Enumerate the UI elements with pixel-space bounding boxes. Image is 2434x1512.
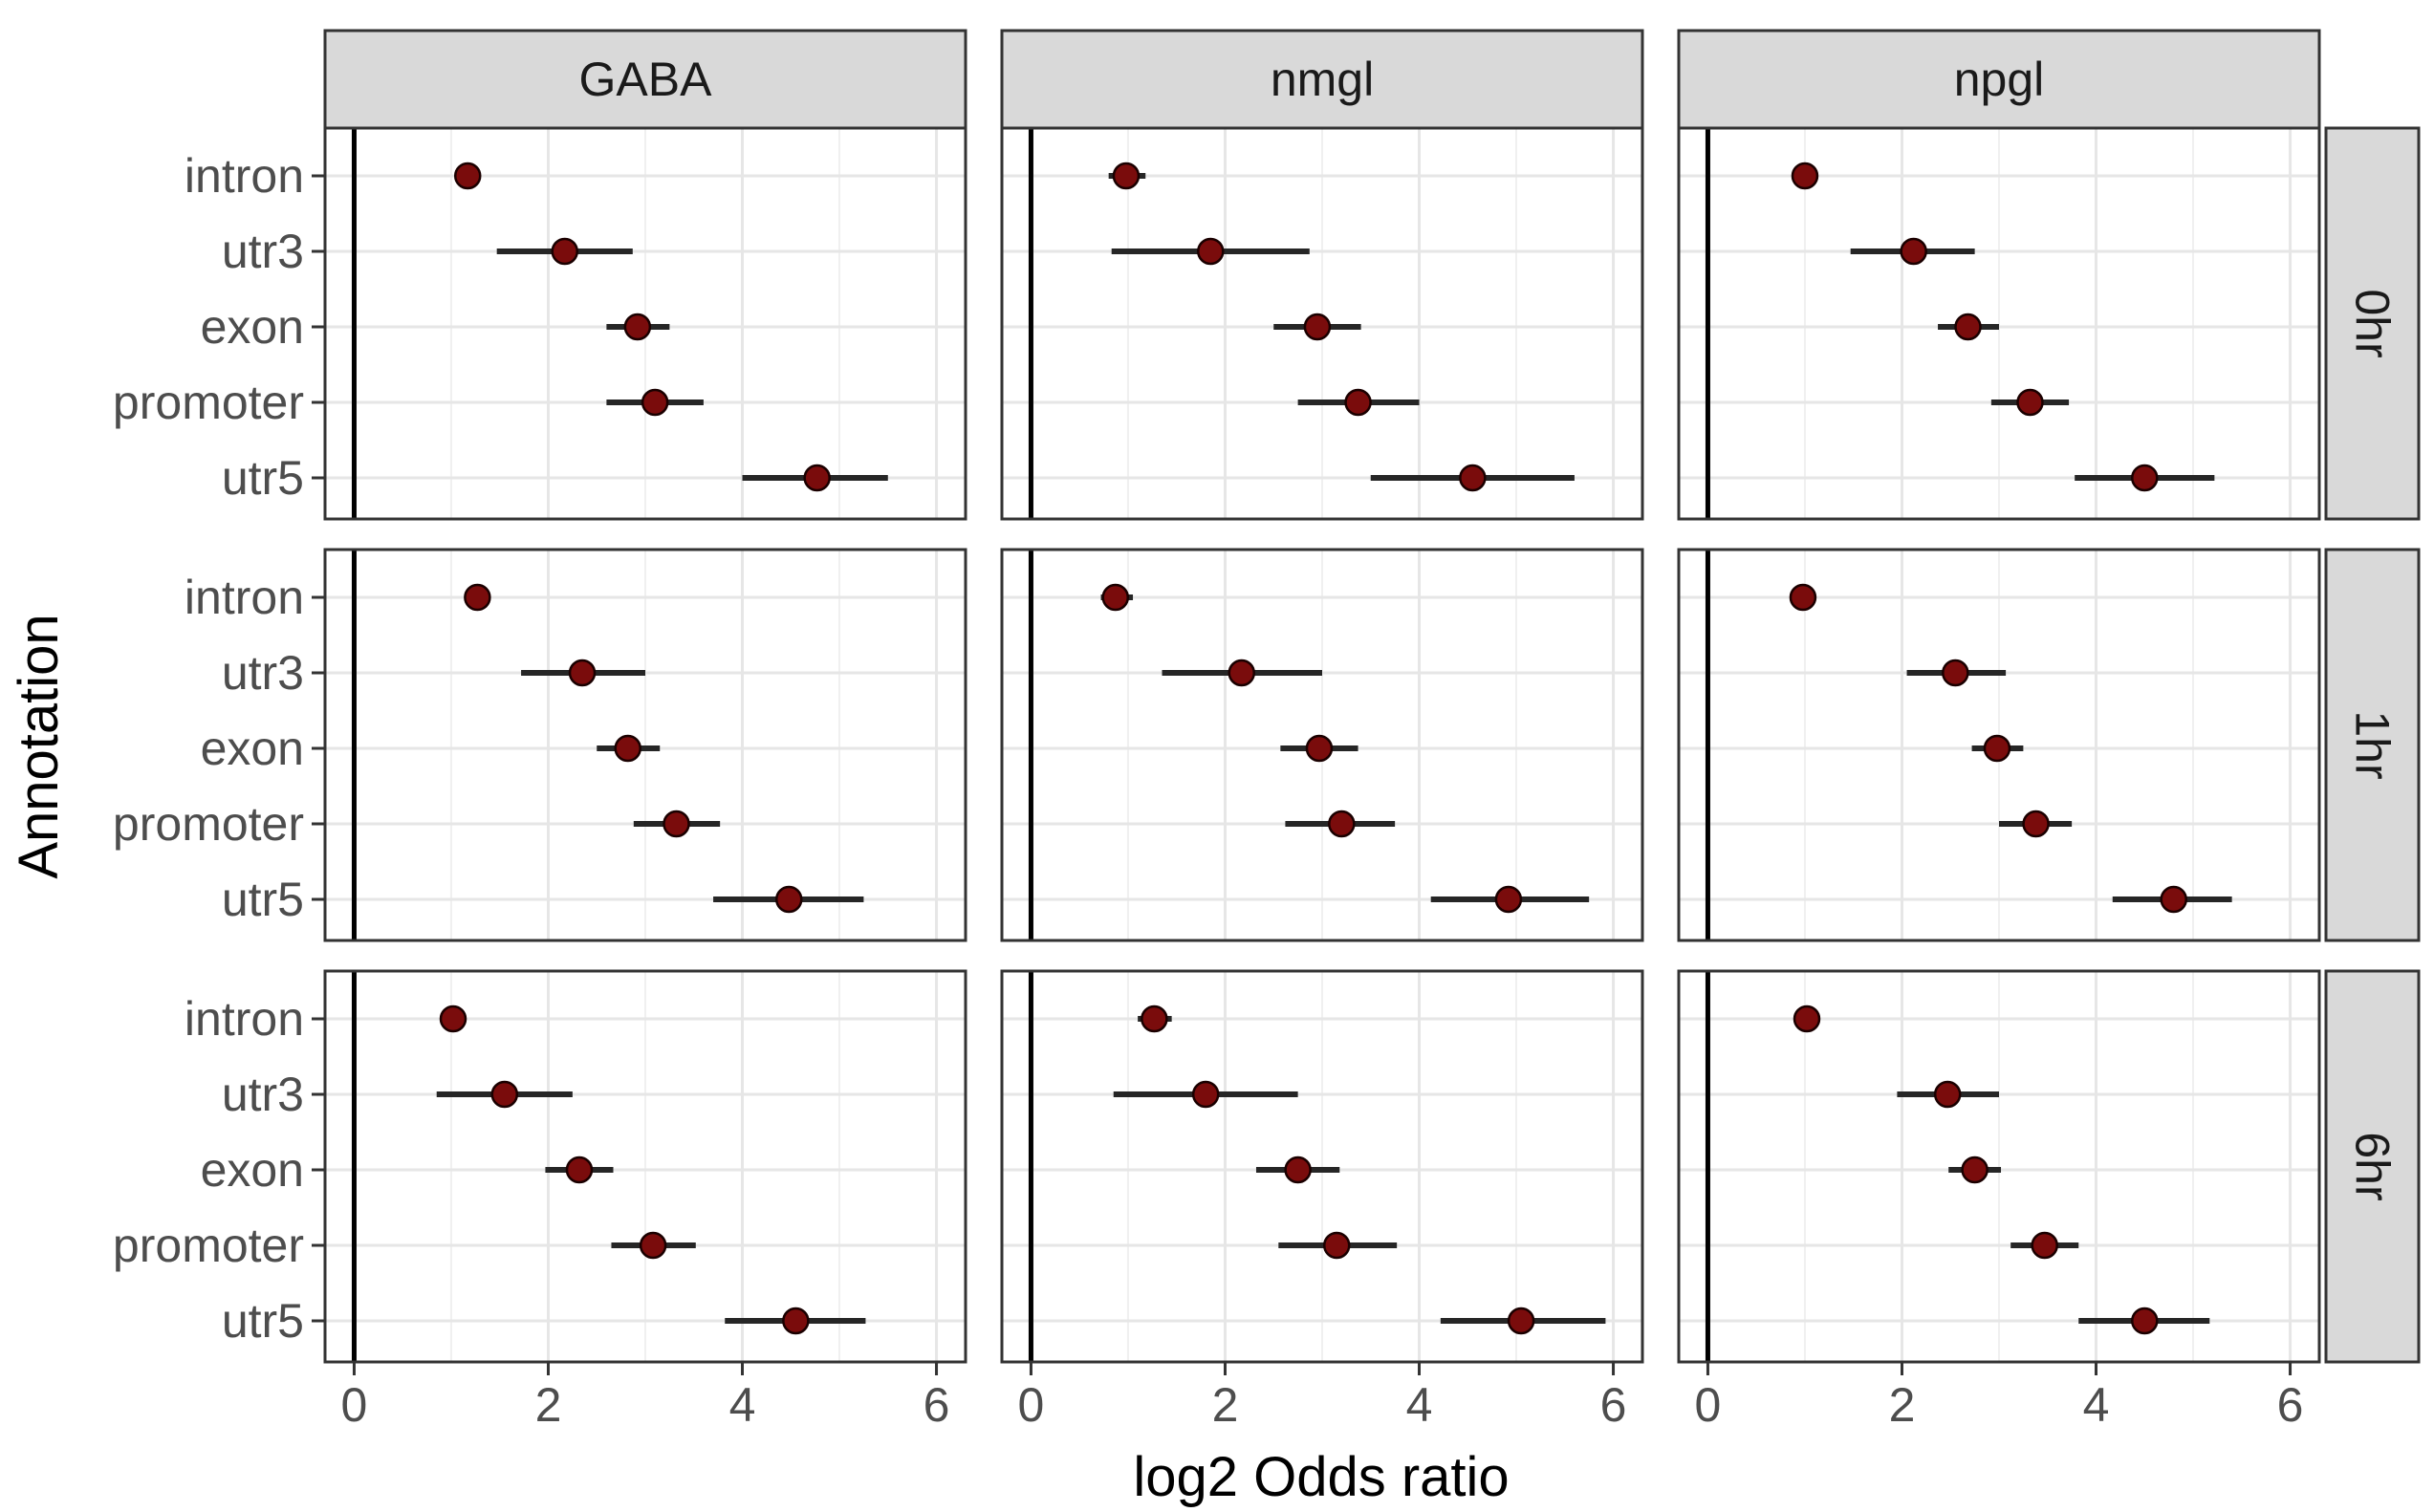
estimate-point-1hr-npgl-utr5 [2160,885,2187,914]
estimate-point-0hr-npgl-utr5 [2131,464,2159,492]
y-tick-label-intron: intron [185,571,304,624]
estimate-point-1hr-npgl-intron [1789,583,1817,612]
estimate-point-6hr-npgl-promoter [2031,1231,2058,1260]
estimate-point-1hr-npgl-utr3 [1942,659,1969,687]
facet-strip-col-GABA [323,29,967,130]
estimate-point-1hr-npgl-exon [1983,734,2011,763]
x-axis-title: log2 Odds ratio [1133,1446,1509,1508]
estimate-point-0hr-nmgl-exon [1303,313,1332,341]
estimate-point-0hr-nmgl-utr5 [1459,464,1487,492]
estimate-point-0hr-npgl-utr3 [1900,237,1927,266]
estimate-point-0hr-npgl-promoter [2016,388,2044,417]
x-tick-label: 2 [1212,1378,1239,1432]
reference-lines [351,128,1710,1362]
x-tick-label: 2 [1889,1378,1916,1432]
estimate-point-6hr-nmgl-promoter [1322,1231,1351,1260]
estimate-point-6hr-GABA-utr3 [490,1080,519,1109]
estimate-point-1hr-GABA-exon [614,734,641,763]
estimate-point-6hr-GABA-promoter [639,1231,667,1260]
estimate-point-0hr-nmgl-intron [1112,162,1141,190]
x-tick-label: 6 [924,1378,950,1432]
estimate-point-6hr-npgl-utr3 [1933,1080,1962,1109]
x-tick-label: 2 [535,1378,562,1432]
estimate-point-6hr-npgl-exon [1961,1156,1988,1184]
y-tick-label-exon: exon [201,722,304,775]
estimate-point-6hr-GABA-exon [565,1156,594,1184]
facet-label-col-GABA: GABA [579,53,713,106]
x-tick-label: 4 [2083,1378,2110,1432]
y-axis-title: Annotation [8,614,70,878]
y-tick-label-promoter: promoter [113,376,304,429]
estimate-point-1hr-nmgl-utr3 [1228,659,1255,687]
x-tick-label: 6 [1600,1378,1627,1432]
estimate-point-1hr-GABA-intron [464,583,491,612]
estimate-point-6hr-nmgl-exon [1284,1156,1312,1184]
y-tick-label-utr5: utr5 [222,451,304,505]
y-tick-label-utr3: utr3 [222,646,304,700]
y-tick-label-utr3: utr3 [222,225,304,278]
estimate-point-0hr-nmgl-utr3 [1197,237,1225,266]
estimate-point-1hr-GABA-utr3 [568,659,597,687]
facet-strips: GABA nmgl npgl 0hr 1hr 6hr [323,29,2421,1364]
facet-label-row-0hr: 0hr [2346,289,2400,357]
estimate-point-1hr-GABA-promoter [663,810,690,838]
panel-border-6hr-npgl [1677,969,2321,1364]
facet-label-col-npgl: npgl [1954,53,2045,106]
facet-label-row-1hr: 1hr [2346,710,2400,779]
estimate-point-0hr-npgl-exon [1954,313,1982,341]
estimate-point-1hr-GABA-utr5 [774,885,803,914]
estimate-point-6hr-nmgl-utr3 [1191,1080,1220,1109]
estimate-point-6hr-npgl-utr5 [2131,1307,2159,1335]
facet-strip-col-npgl [1677,29,2321,130]
estimate-point-1hr-nmgl-utr5 [1494,885,1523,914]
estimate-point-6hr-nmgl-utr5 [1507,1307,1535,1335]
y-tick-label-promoter: promoter [113,1219,304,1272]
estimate-point-0hr-GABA-utr3 [551,237,578,266]
axes: intron utr3 exon promoter utr5 intron utr3 exon… [113,149,2304,1432]
x-tick-label: 0 [341,1378,368,1432]
x-tick-label: 6 [2277,1378,2304,1432]
facet-strip-col-nmgl [1000,29,1644,130]
y-tick-label-intron: intron [185,149,304,203]
y-tick-label-utr5: utr5 [222,873,304,926]
estimate-point-6hr-nmgl-intron [1141,1004,1168,1033]
x-tick-label: 4 [729,1378,756,1432]
panel-border-1hr-GABA [323,548,967,942]
x-tick-label: 4 [1406,1378,1433,1432]
facet-strip-row-0hr [2324,126,2421,521]
estimate-point-1hr-npgl-promoter [2022,810,2050,838]
data-marks [436,162,2232,1335]
x-tick-label: 0 [1018,1378,1045,1432]
estimate-point-6hr-GABA-utr5 [782,1307,810,1335]
estimate-point-1hr-nmgl-promoter [1328,810,1356,838]
panel-border-1hr-npgl [1677,548,2321,942]
y-tick-label-exon: exon [201,1143,304,1197]
estimate-point-1hr-nmgl-intron [1101,583,1130,612]
facet-label-row-6hr: 6hr [2346,1132,2400,1200]
estimate-point-0hr-GABA-utr5 [803,464,831,492]
estimate-point-0hr-GABA-exon [623,313,652,341]
estimate-point-6hr-GABA-intron [439,1004,467,1033]
y-tick-label-exon: exon [201,300,304,354]
panel-border-1hr-nmgl [1000,548,1644,942]
estimate-point-0hr-npgl-intron [1791,162,1819,190]
panel-border-6hr-nmgl [1000,969,1644,1364]
y-tick-label-promoter: promoter [113,797,304,851]
panel-border-6hr-GABA [323,969,967,1364]
estimate-point-0hr-nmgl-promoter [1344,388,1372,417]
facet-strip-row-6hr [2324,969,2421,1364]
panel-frames [323,126,2321,1364]
estimate-point-1hr-nmgl-exon [1305,734,1334,763]
x-tick-label: 0 [1695,1378,1722,1432]
facet-strip-row-1hr [2324,548,2421,942]
estimate-point-0hr-GABA-promoter [641,388,669,417]
y-tick-label-utr5: utr5 [222,1294,304,1348]
facet-label-col-nmgl: nmgl [1271,53,1374,106]
y-tick-label-utr3: utr3 [222,1068,304,1121]
estimate-point-0hr-GABA-intron [453,162,482,190]
estimate-point-6hr-npgl-intron [1793,1004,1821,1033]
y-tick-label-intron: intron [185,992,304,1046]
